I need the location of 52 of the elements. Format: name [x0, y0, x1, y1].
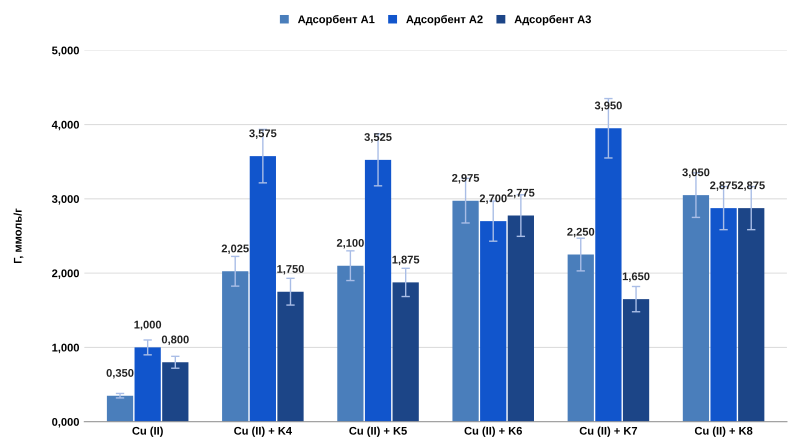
- bar: [106, 396, 134, 422]
- legend-label: Адсорбент А1: [298, 14, 375, 26]
- bar: [480, 221, 506, 422]
- data-label: 1,750: [277, 264, 304, 274]
- legend-label: Адсорбент А3: [514, 14, 591, 26]
- bar: [337, 266, 364, 422]
- data-label: 1,000: [134, 320, 162, 330]
- bar: [622, 299, 650, 422]
- data-label: 1,875: [392, 256, 420, 266]
- bar: [452, 200, 479, 422]
- data-label: 2,875: [710, 181, 738, 191]
- bar: [250, 156, 276, 422]
- y-tick-label: 1,000: [52, 344, 79, 354]
- x-tick-label: Cu (II) + K6: [464, 426, 522, 437]
- x-tick-label: Cu (II): [132, 426, 163, 437]
- bar: [134, 347, 161, 422]
- y-tick-label: 5,000: [52, 46, 79, 56]
- data-label: 0,350: [106, 368, 134, 378]
- bar: [222, 271, 248, 422]
- data-label: 2,775: [507, 188, 534, 198]
- bar: [162, 362, 188, 422]
- data-label: 2,975: [452, 174, 480, 184]
- x-tick-label: Cu (II) + K8: [694, 426, 752, 437]
- bar: [568, 254, 594, 422]
- x-tick-label: Cu (II) + K5: [349, 426, 407, 437]
- data-label: 2,250: [567, 228, 594, 238]
- y-tick-label: 4,000: [52, 120, 79, 130]
- y-tick-label: 3,000: [52, 195, 79, 205]
- x-tick-label: Cu (II) + K7: [580, 426, 638, 437]
- legend-label: Адсорбент А2: [406, 14, 483, 26]
- data-label: 3,050: [682, 168, 710, 178]
- data-label: 2,025: [222, 244, 249, 254]
- data-label: 3,950: [594, 102, 622, 112]
- bar: [277, 292, 304, 422]
- bar: [364, 160, 392, 422]
- bar: [595, 128, 622, 422]
- data-label: 3,575: [249, 129, 276, 139]
- y-tick-label: 0,000: [52, 418, 79, 428]
- data-label: 2,700: [480, 194, 507, 204]
- data-label: 1,650: [622, 272, 650, 282]
- bar: [682, 195, 710, 422]
- bar: [508, 216, 534, 422]
- bar: [710, 208, 737, 422]
- data-label: 0,800: [162, 336, 189, 346]
- bar: [392, 282, 419, 422]
- data-label: 2,875: [738, 181, 765, 191]
- y-axis-title: Г, ммоль/г: [14, 208, 24, 264]
- data-label: 2,100: [336, 238, 364, 248]
- x-tick-label: Cu (II) + K4: [234, 426, 292, 437]
- data-label: 3,525: [364, 133, 392, 143]
- y-tick-label: 2,000: [52, 269, 79, 279]
- bar: [738, 208, 764, 422]
